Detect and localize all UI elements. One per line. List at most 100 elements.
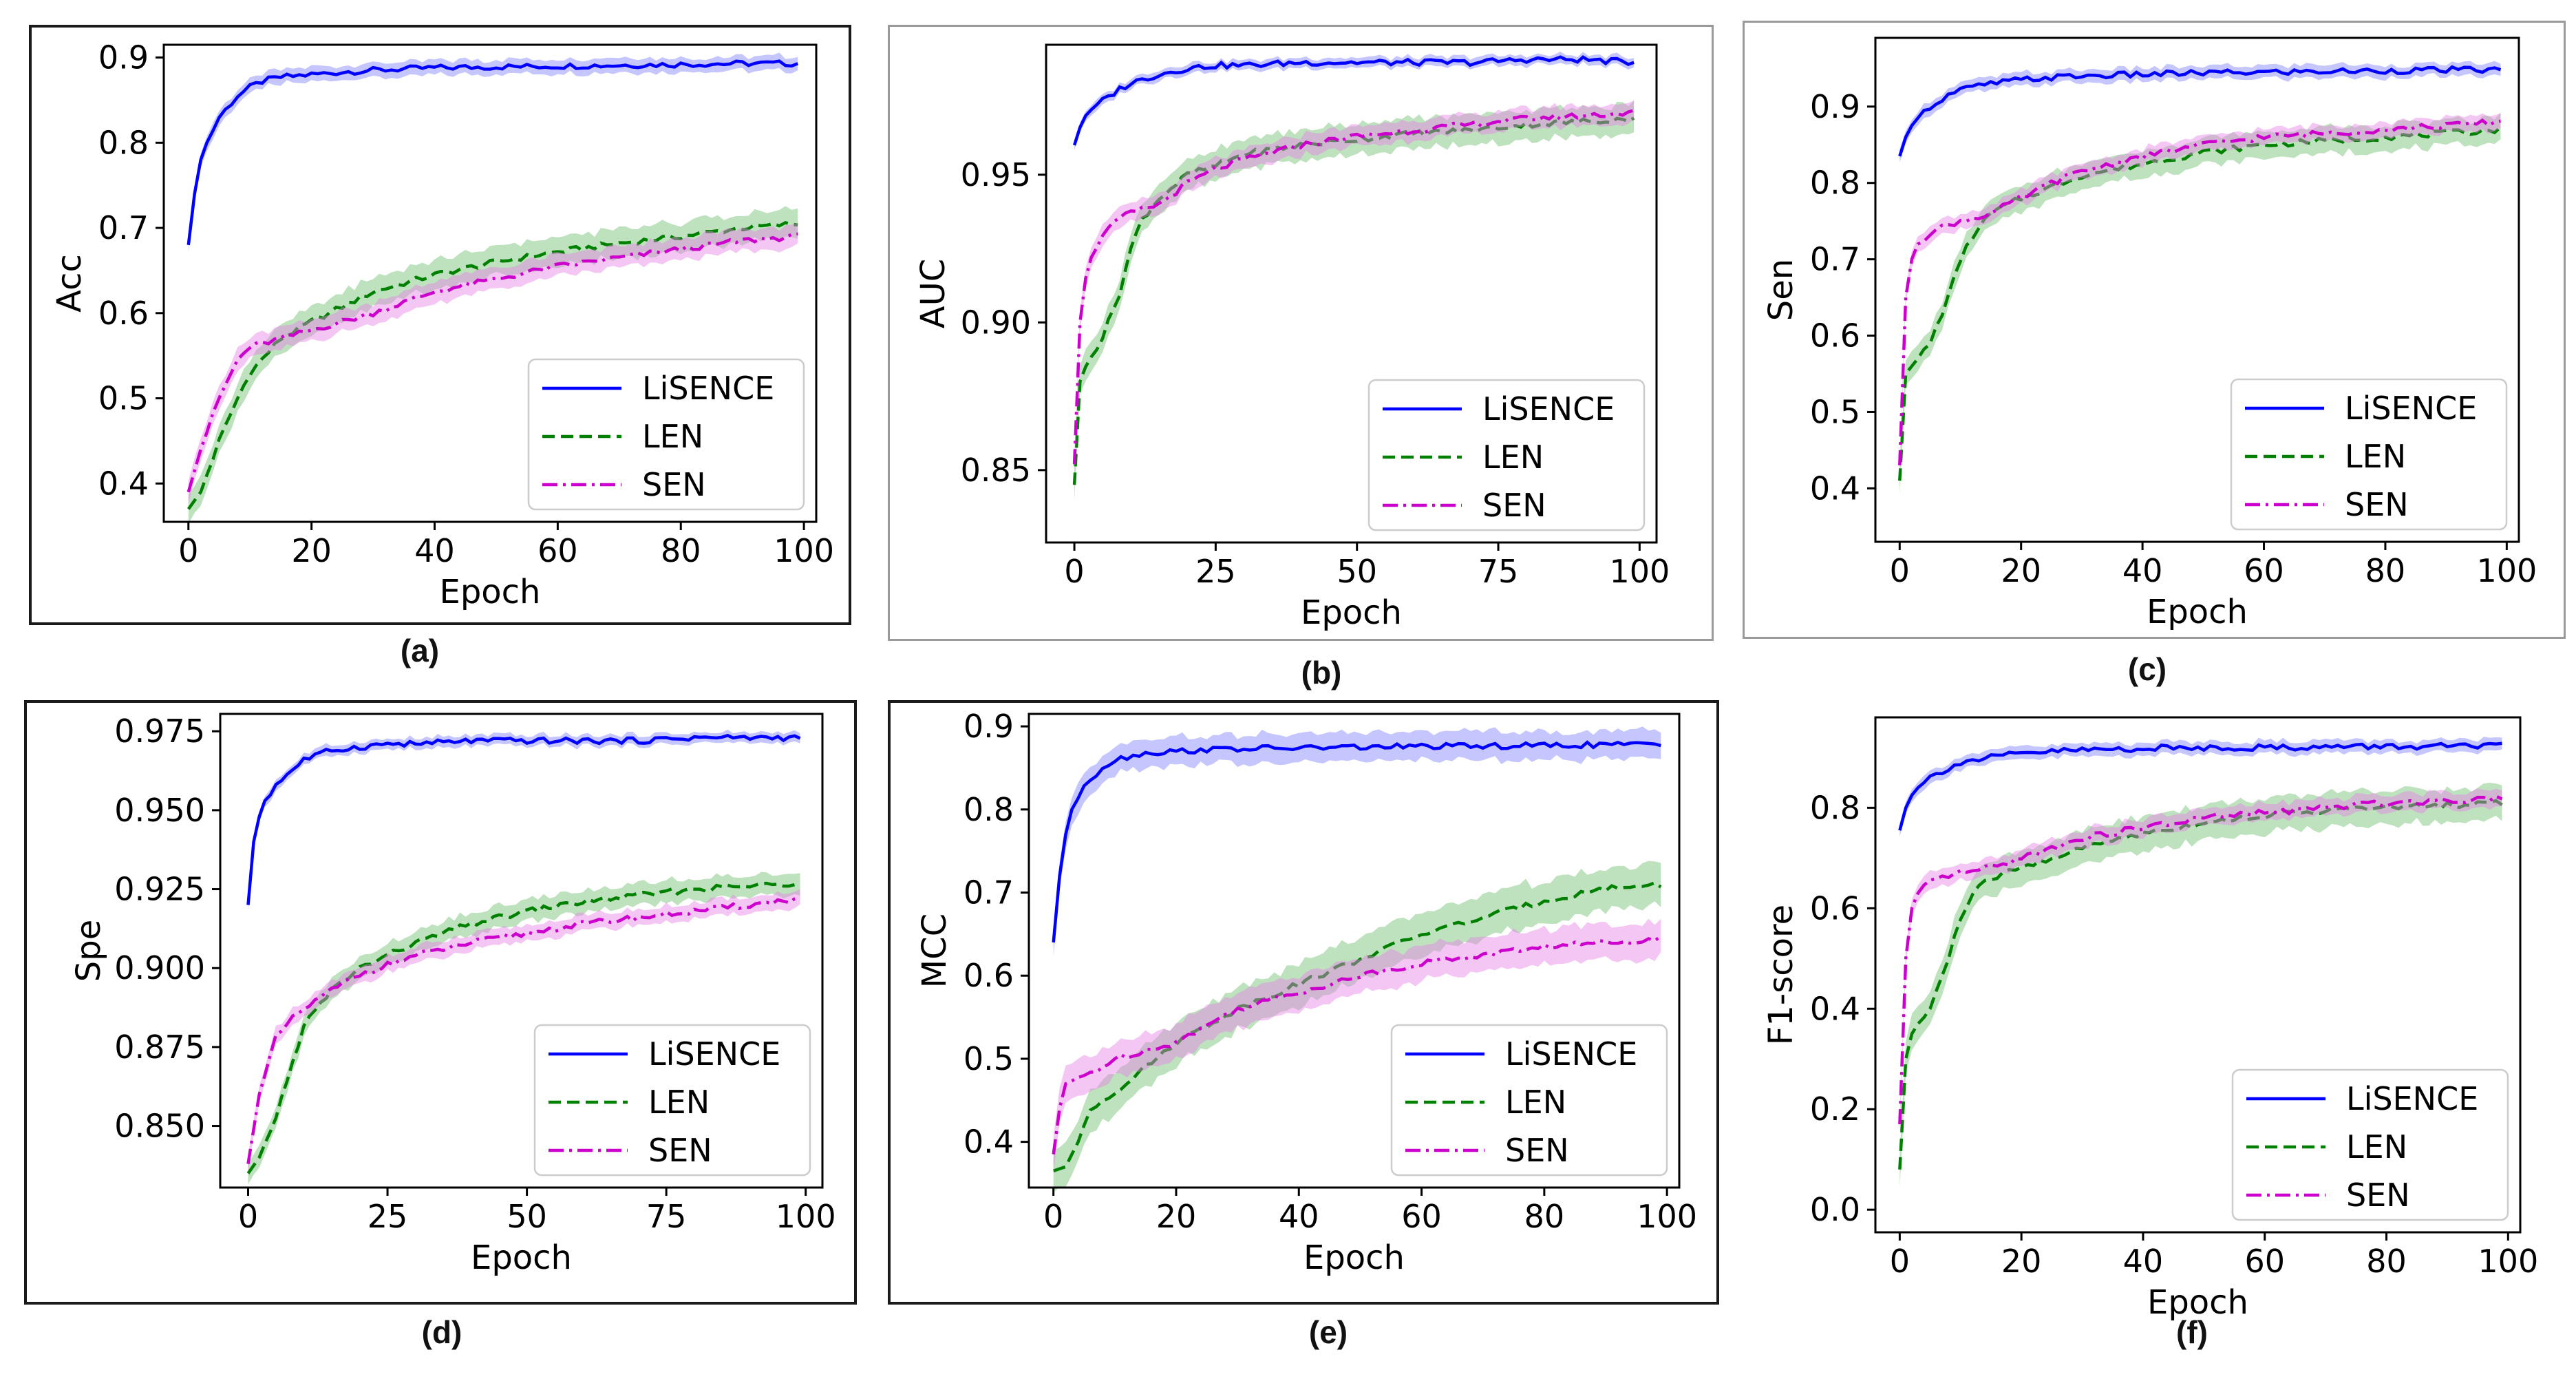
y-tick-label: 0.90 xyxy=(961,304,1031,341)
band-sen xyxy=(248,889,800,1173)
legend-label-lisence: LiSENCE xyxy=(648,1035,780,1073)
y-tick-label: 0.2 xyxy=(1810,1090,1860,1128)
x-tick-label: 0 xyxy=(1890,1243,1910,1280)
x-tick-label: 80 xyxy=(2365,552,2406,589)
panel-caption-b: (b) xyxy=(1301,655,1342,690)
x-tick-label: 0 xyxy=(178,532,198,569)
legend-label-len: LEN xyxy=(1505,1084,1566,1121)
legend-label-lisence: LiSENCE xyxy=(642,370,774,407)
y-tick-label: 0.5 xyxy=(964,1040,1014,1077)
legend: LiSENCE LEN SEN xyxy=(1390,1024,1668,1177)
y-tick-label: 0.8 xyxy=(964,791,1014,828)
y-axis-label: MCC xyxy=(915,914,954,988)
band-len xyxy=(248,872,800,1185)
x-tick-label: 40 xyxy=(414,532,455,569)
x-tick-label: 100 xyxy=(2476,552,2537,589)
y-tick-label: 0.8 xyxy=(1810,789,1860,826)
x-tick-label: 60 xyxy=(1401,1198,1442,1235)
series-line-sen xyxy=(1898,118,2501,466)
series-line-sen xyxy=(1072,109,1635,465)
y-tick-label: 0.925 xyxy=(114,871,205,908)
panel-caption-a: (a) xyxy=(400,633,440,668)
x-axis-label: Epoch xyxy=(1303,1238,1405,1277)
series-line-len xyxy=(246,881,800,1174)
x-tick-label: 20 xyxy=(1156,1198,1197,1235)
y-tick-label: 0.5 xyxy=(98,380,149,417)
x-tick-label: 60 xyxy=(537,532,578,569)
y-axis-label: Acc xyxy=(50,254,89,313)
y-tick-label: 0.875 xyxy=(114,1029,205,1066)
x-tick-label: 50 xyxy=(507,1198,547,1235)
y-axis-label: F1-score xyxy=(1762,905,1800,1045)
legend-label-sen: SEN xyxy=(642,466,706,503)
legend: LiSENCE LEN SEN xyxy=(2231,1068,2509,1221)
y-tick-label: 0.8 xyxy=(98,124,149,161)
legend: LiSENCE LEN SEN xyxy=(527,358,805,511)
band-lisence xyxy=(1053,726,1661,956)
axes-box xyxy=(162,43,818,523)
legend-label-sen: SEN xyxy=(1505,1132,1569,1169)
series-line-len xyxy=(1052,881,1662,1173)
legend-label-len: LEN xyxy=(642,418,703,455)
panel-caption-e: (e) xyxy=(1308,1314,1348,1350)
axes-box xyxy=(1028,713,1681,1189)
series-line-len xyxy=(1898,799,2503,1170)
panel-frame-a xyxy=(29,25,851,625)
x-tick-label: 80 xyxy=(1524,1198,1565,1235)
x-tick-label: 0 xyxy=(1890,552,1910,589)
y-tick-label: 0.95 xyxy=(961,156,1031,193)
x-tick-label: 0 xyxy=(1043,1198,1063,1235)
x-tick-label: 50 xyxy=(1337,553,1377,590)
y-axis-label: Sen xyxy=(1762,259,1800,321)
legend: LiSENCE LEN SEN xyxy=(2230,378,2508,531)
y-axis-label: Spe xyxy=(70,920,108,982)
legend-frame xyxy=(1390,1024,1668,1177)
y-tick-label: 0.7 xyxy=(1810,241,1860,278)
legend-label-lisence: LiSENCE xyxy=(2345,390,2477,427)
panel-frame-d xyxy=(24,700,857,1305)
x-tick-label: 100 xyxy=(776,1198,836,1235)
series-line-lisence xyxy=(246,733,801,905)
x-axis-label: Epoch xyxy=(1301,593,1402,632)
axes-box xyxy=(1874,716,2522,1234)
x-tick-label: 100 xyxy=(1609,553,1670,590)
legend-label-lisence: LiSENCE xyxy=(2346,1080,2478,1117)
y-axis-label: AUC xyxy=(914,259,952,328)
band-len xyxy=(188,206,798,524)
series-line-lisence xyxy=(1072,55,1635,146)
legend-frame xyxy=(533,1024,811,1177)
legend-label-sen: SEN xyxy=(2345,486,2409,523)
x-tick-label: 80 xyxy=(2366,1243,2407,1280)
y-tick-label: 0.9 xyxy=(98,39,149,76)
x-tick-label: 100 xyxy=(774,532,834,569)
y-tick-label: 0.5 xyxy=(1810,393,1860,430)
legend-label-len: LEN xyxy=(2346,1128,2407,1166)
band-sen xyxy=(1053,918,1661,1174)
series-line-sen xyxy=(1898,794,2503,1125)
legend-label-lisence: LiSENCE xyxy=(1505,1035,1637,1073)
y-tick-label: 0.6 xyxy=(964,957,1014,994)
y-tick-label: 0.850 xyxy=(114,1108,205,1145)
x-axis-label: Epoch xyxy=(2147,1283,2248,1322)
x-tick-label: 75 xyxy=(646,1198,687,1235)
y-tick-label: 0.8 xyxy=(1810,165,1860,202)
legend-frame xyxy=(1367,379,1646,531)
legend: LiSENCE LEN SEN xyxy=(1367,379,1646,531)
x-tick-label: 20 xyxy=(2001,1243,2042,1280)
panel-frame-e xyxy=(888,700,1719,1305)
series-line-sen xyxy=(187,232,798,493)
y-tick-label: 0.0 xyxy=(1810,1191,1860,1228)
panel-frame-c xyxy=(1743,21,2566,639)
legend-label-sen: SEN xyxy=(1482,487,1546,524)
band-lisence xyxy=(1899,737,2502,837)
x-tick-label: 60 xyxy=(2244,552,2284,589)
band-len xyxy=(1053,861,1661,1193)
legend: LiSENCE LEN SEN xyxy=(533,1024,811,1177)
panel-caption-d: (d) xyxy=(421,1314,462,1350)
x-tick-label: 0 xyxy=(1064,553,1084,590)
x-tick-label: 60 xyxy=(2244,1243,2285,1280)
